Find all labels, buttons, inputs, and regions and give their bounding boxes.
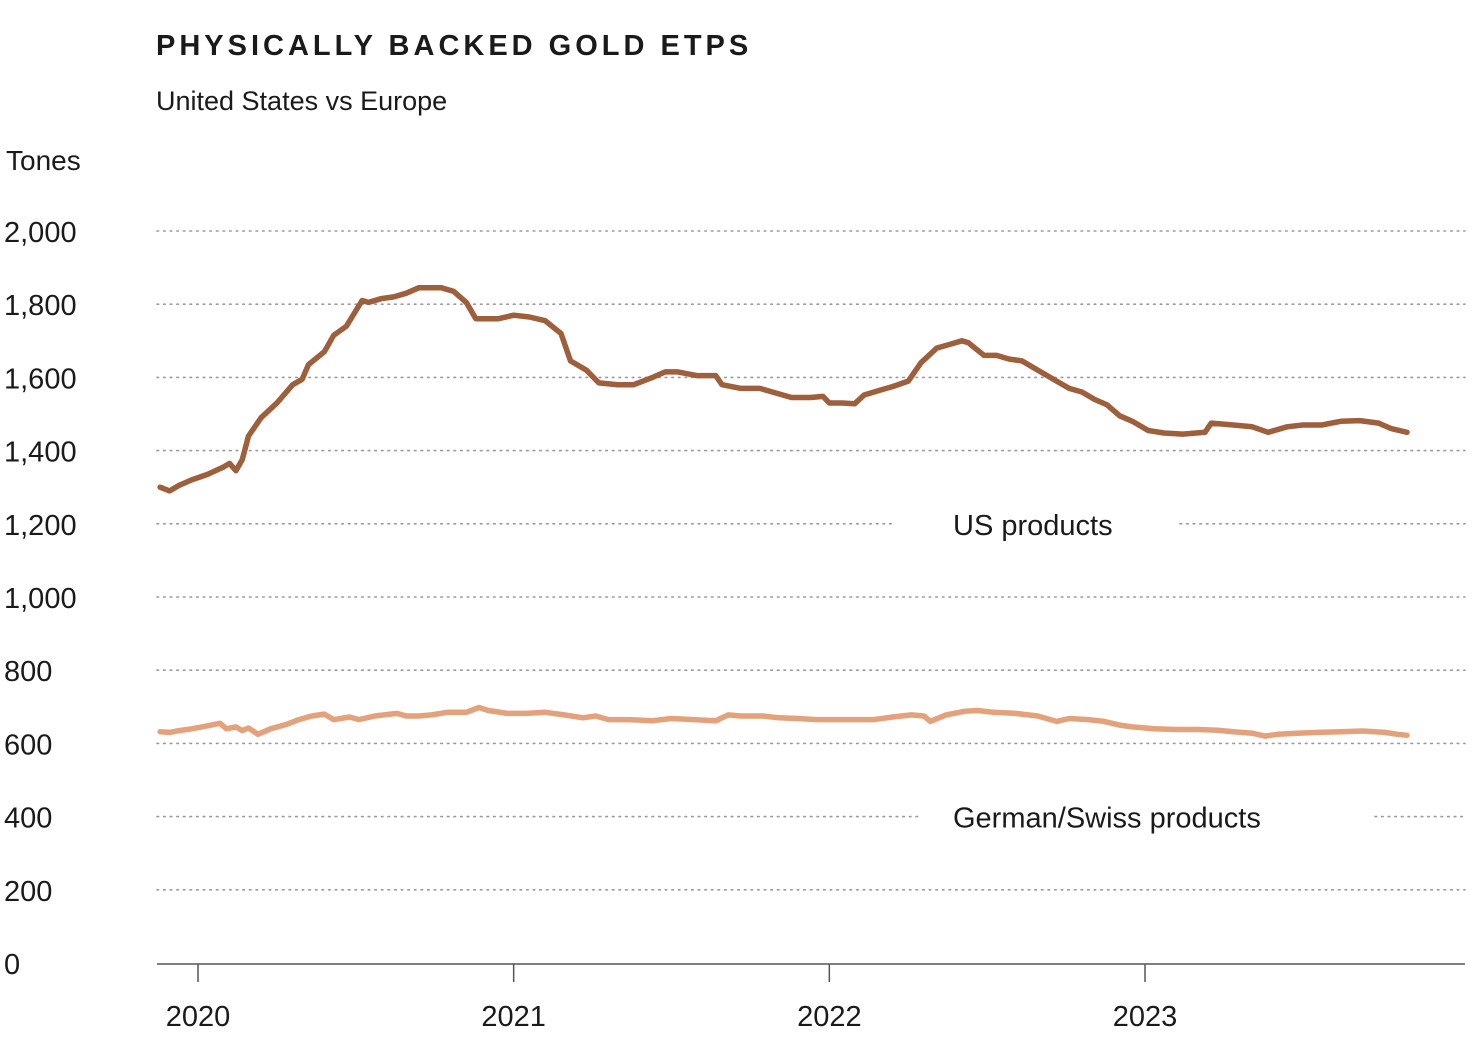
- y-axis-ticks: 2,000 1,800 1,600 1,400 1,200 1,000 800 600 400 2…: [4, 217, 77, 981]
- x-tick-label: 2021: [481, 1001, 546, 1033]
- y-tick-label: 400: [4, 803, 52, 835]
- y-tick-label: 1,800: [4, 290, 77, 322]
- y-axis-unit-label: Tones: [6, 145, 81, 176]
- series-lines: [157, 284, 1410, 739]
- x-tick-label: 2023: [1113, 1001, 1178, 1033]
- chart-title: PHYSICALLY BACKED GOLD ETPS: [156, 30, 753, 62]
- gridlines: [156, 230, 1466, 891]
- y-tick-label: 1,400: [4, 437, 77, 469]
- x-axis: 2020 2021 2022 2023: [157, 963, 1465, 1033]
- y-tick-label: 1,000: [4, 583, 77, 615]
- chart-subtitle: United States vs Europe: [156, 86, 448, 116]
- y-tick-label: 1,200: [4, 510, 77, 542]
- series-line-us: [157, 284, 1410, 494]
- y-tick-label: 800: [4, 656, 52, 688]
- y-tick-label: 1,600: [4, 363, 77, 395]
- series-label-german-swiss: German/Swiss products: [953, 803, 1261, 835]
- y-tick-label: 2,000: [4, 217, 77, 249]
- series-line-german-swiss: [157, 704, 1410, 739]
- series-label-us: US products: [953, 510, 1113, 542]
- y-tick-label: 0: [4, 949, 20, 981]
- x-tick-label: 2022: [797, 1001, 862, 1033]
- series-labels: US products German/Swiss products: [953, 510, 1261, 835]
- x-tick-label: 2020: [166, 1001, 231, 1033]
- y-tick-label: 200: [4, 876, 52, 908]
- y-tick-label: 600: [4, 729, 52, 761]
